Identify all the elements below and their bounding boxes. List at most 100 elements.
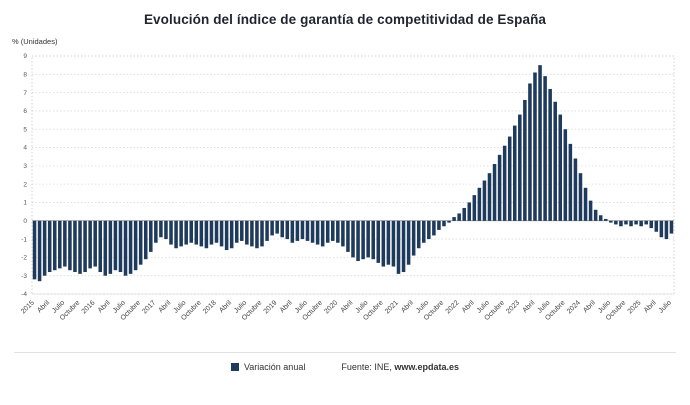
bar: [472, 195, 477, 221]
bar: [189, 220, 194, 243]
legend-item-variacion-anual[interactable]: Variación anual: [230, 362, 306, 372]
bar: [401, 220, 406, 273]
bar: [422, 220, 426, 243]
bar: [250, 220, 254, 247]
bar: [386, 220, 391, 265]
bar: [487, 173, 492, 221]
svg-text:4: 4: [23, 145, 27, 152]
bar: [169, 220, 173, 245]
bar: [588, 200, 593, 221]
bar: [523, 99, 527, 221]
bar: [341, 220, 345, 247]
source-site: www.epdata.es: [394, 362, 460, 372]
svg-text:9: 9: [23, 53, 27, 60]
bar: [310, 220, 315, 243]
bar: [543, 76, 547, 221]
bar: [63, 220, 67, 267]
bar: [518, 114, 522, 221]
bar: [361, 220, 365, 260]
bar: [315, 220, 320, 245]
bar: [416, 220, 421, 249]
bar: [411, 220, 416, 256]
y-axis-unit-label: % (Unidades): [12, 37, 58, 46]
bar: [538, 65, 542, 221]
bar: [224, 220, 229, 251]
bar: [634, 220, 638, 225]
bar: [108, 220, 113, 274]
bar: [143, 220, 148, 260]
svg-text:Abril: Abril: [643, 299, 658, 314]
bar: [260, 220, 264, 247]
bar: [629, 220, 633, 227]
bar: [502, 145, 507, 221]
bar: [219, 220, 224, 247]
bar: [376, 220, 381, 263]
bar: [664, 220, 669, 240]
bar: [300, 220, 305, 240]
svg-text:7: 7: [23, 90, 27, 97]
svg-text:2024: 2024: [566, 299, 582, 315]
bar: [336, 220, 340, 243]
bar: [583, 187, 588, 221]
chart-footer: Variación anual Fuente: INE, www.epdata.…: [14, 352, 676, 372]
bar: [194, 220, 199, 245]
bar: [644, 220, 648, 225]
bar: [558, 114, 563, 221]
bar: [174, 220, 178, 249]
bar: [214, 220, 219, 243]
bar: [73, 220, 77, 273]
bar: [391, 220, 396, 267]
bar: [68, 220, 72, 271]
bar: [649, 220, 654, 229]
bar: [98, 220, 103, 273]
bar: [103, 220, 108, 276]
svg-text:2016: 2016: [81, 299, 97, 315]
svg-text:-3: -3: [21, 273, 27, 280]
bar: [654, 220, 659, 232]
bar: [396, 220, 401, 274]
bar: [47, 220, 52, 273]
bar: [462, 207, 466, 221]
bar: [578, 173, 583, 221]
legend-label: Variación anual: [243, 362, 306, 372]
svg-text:Abril: Abril: [340, 299, 355, 314]
bar: [37, 220, 42, 282]
bar: [133, 220, 138, 271]
bar: [507, 136, 512, 221]
svg-text:6: 6: [23, 108, 27, 115]
bar: [199, 220, 204, 247]
bar: [305, 220, 310, 241]
bar: [492, 164, 497, 221]
bar: [573, 158, 578, 221]
bar: [179, 220, 183, 247]
bar: [563, 129, 568, 221]
svg-text:Abril: Abril: [400, 299, 415, 314]
svg-text:0: 0: [23, 218, 27, 225]
bar: [533, 72, 537, 221]
bar: [78, 220, 82, 274]
bar: [320, 220, 325, 247]
bar: [113, 220, 118, 271]
svg-text:2023: 2023: [505, 299, 521, 315]
bar: [528, 83, 532, 221]
bar: [118, 220, 123, 273]
svg-text:Abril: Abril: [522, 299, 537, 314]
bar: [255, 220, 259, 249]
bar: [325, 220, 330, 243]
bar: [42, 220, 47, 276]
bar: [234, 220, 239, 243]
bar: [598, 215, 603, 221]
bar: [452, 217, 456, 221]
bar: [32, 220, 37, 280]
bar: [624, 220, 628, 225]
bar: [346, 220, 350, 252]
bar: [609, 220, 613, 223]
svg-text:-1: -1: [21, 236, 27, 243]
bar: [548, 88, 552, 221]
svg-text:Abril: Abril: [36, 299, 51, 314]
bar: [427, 220, 431, 240]
bar: [669, 220, 674, 234]
bar: [280, 220, 284, 238]
